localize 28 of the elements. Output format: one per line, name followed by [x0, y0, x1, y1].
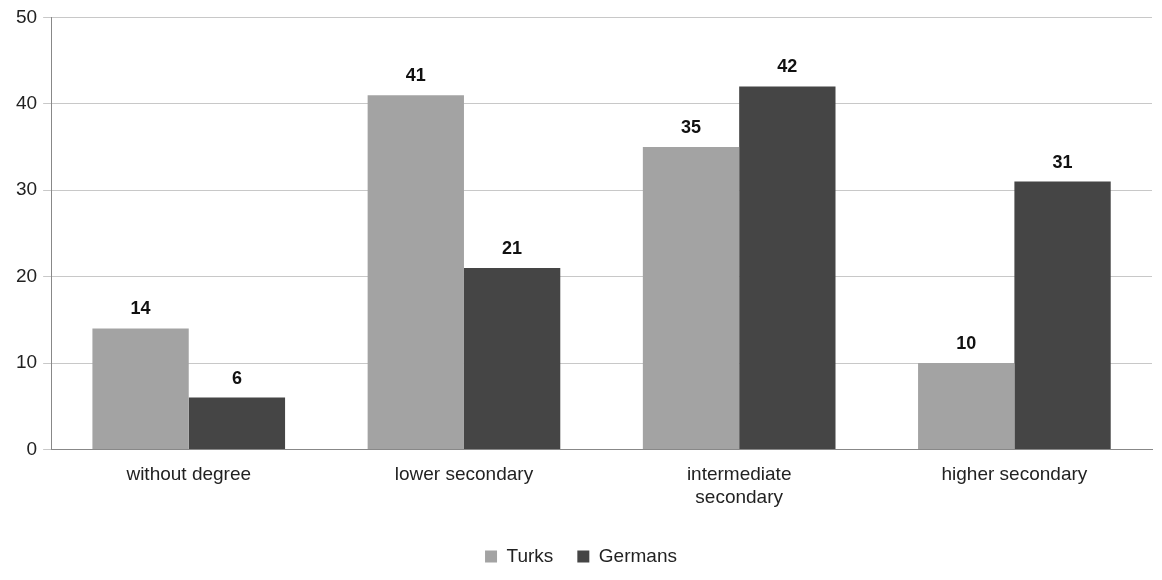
data-label: 6 [231, 367, 242, 388]
data-label: 10 [956, 332, 977, 353]
bar [1014, 181, 1111, 449]
x-tick-label: intermediate secondary [686, 463, 792, 507]
x-tick-label: without degree [125, 463, 252, 485]
data-label: 21 [502, 237, 523, 258]
data-label: 42 [777, 56, 798, 77]
legend-label: Turks [506, 544, 554, 566]
bar [188, 397, 286, 449]
y-tick-label: 40 [15, 92, 38, 114]
y-tick-label: 0 [26, 437, 38, 459]
x-tick-label: higher secondary [941, 463, 1088, 485]
data-label: 31 [1052, 151, 1073, 172]
y-tick-label: 50 [15, 5, 38, 27]
y-tick-label: 10 [15, 351, 38, 373]
x-tick-label: lower secondary [394, 463, 534, 485]
bar [642, 147, 740, 449]
bar [739, 86, 836, 449]
data-label: 35 [681, 116, 702, 137]
bar [463, 267, 561, 449]
data-label: 14 [130, 298, 151, 319]
data-label: 41 [405, 65, 426, 86]
bar [367, 95, 464, 449]
y-tick-label: 30 [15, 178, 38, 200]
bar [918, 363, 1015, 449]
legend-label: Germans [598, 544, 677, 566]
bar [92, 328, 189, 449]
y-tick-label: 20 [15, 264, 38, 286]
